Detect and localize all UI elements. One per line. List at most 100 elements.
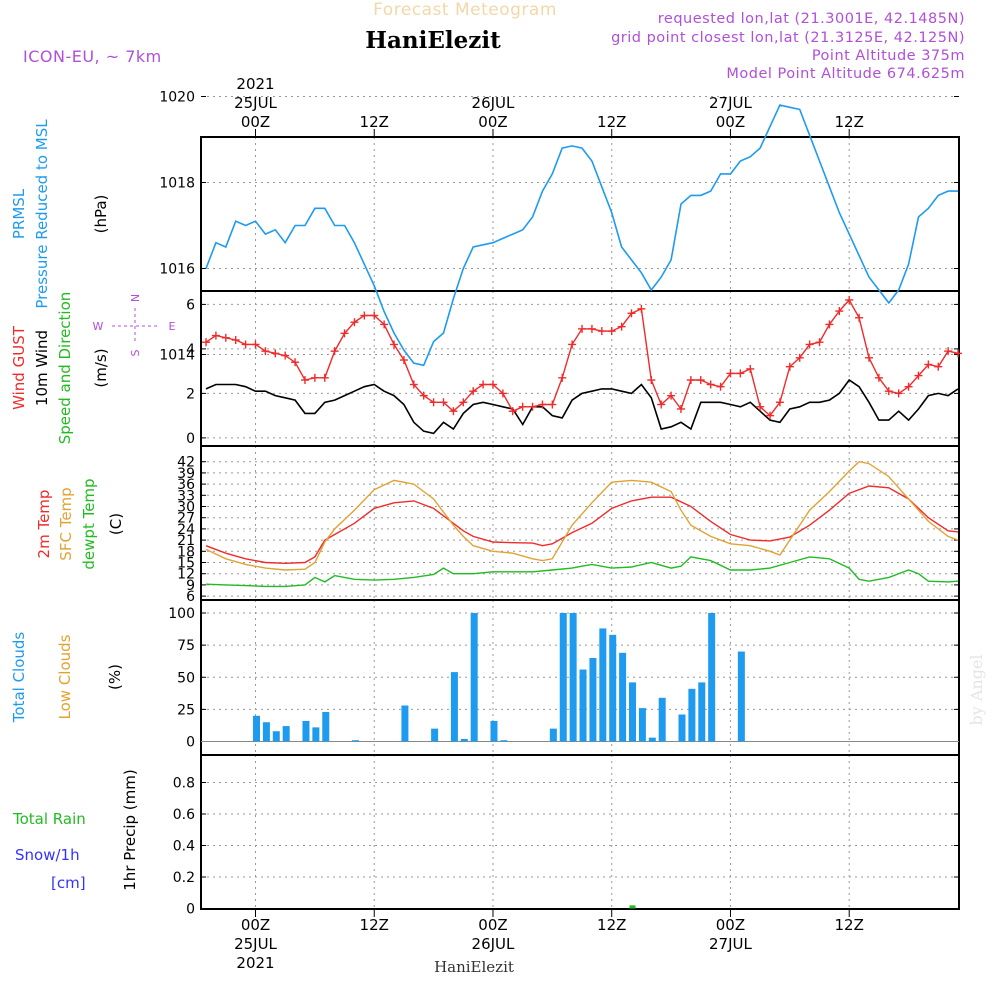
model-label: ICON-EU, ~ 7km bbox=[23, 47, 162, 66]
cloud-bar bbox=[559, 613, 567, 742]
wind-gust-marker bbox=[231, 336, 240, 344]
cloud-bar bbox=[708, 613, 716, 742]
precip-label-rain: Total Rain bbox=[12, 810, 86, 828]
panel-frame bbox=[200, 290, 960, 447]
y-tick-label: 12 bbox=[177, 567, 195, 583]
panel-label-wind: Speed and Direction bbox=[56, 292, 74, 445]
cloud-bar bbox=[638, 708, 646, 742]
panel-label-wind: 10m Wind bbox=[33, 330, 51, 406]
wind-gust-marker bbox=[370, 311, 379, 320]
wind-gust-marker bbox=[934, 362, 943, 371]
time-label-bottom: 2021 bbox=[236, 954, 274, 972]
wind-gust-marker bbox=[419, 391, 428, 400]
wind-gust-marker bbox=[399, 356, 408, 365]
cloud-bar bbox=[500, 740, 508, 742]
wind-gust-marker bbox=[587, 324, 596, 333]
cloud-bar bbox=[688, 688, 696, 742]
precip-axis-label: 1hr Precip (mm) bbox=[121, 769, 139, 890]
compass-south: S bbox=[129, 349, 142, 356]
wind-gust-marker bbox=[459, 398, 468, 407]
time-label-bottom: 12Z bbox=[597, 916, 626, 934]
temp-series-line bbox=[205, 460, 959, 571]
wind-gust-marker bbox=[261, 347, 270, 356]
y-tick-label: 0.6 bbox=[173, 807, 195, 823]
panel-label-temp: dewpt Temp bbox=[80, 478, 98, 569]
wind-gust-marker bbox=[330, 347, 339, 356]
y-tick-label: 6 bbox=[186, 589, 195, 605]
wind-gust-marker bbox=[627, 309, 636, 318]
model-altitude: Model Point Altitude 674.625m bbox=[726, 66, 965, 82]
time-label-bottom: 00Z bbox=[478, 916, 507, 934]
cloud-bar bbox=[619, 652, 627, 742]
wind-gust-line bbox=[205, 298, 959, 417]
y-tick-label: 0 bbox=[186, 735, 195, 751]
wind-gust-marker bbox=[944, 347, 953, 356]
panel-label-clouds: Total Clouds bbox=[10, 632, 28, 724]
y-tick-label: 0.4 bbox=[173, 839, 195, 855]
wind-gust-marker bbox=[647, 376, 656, 385]
wind-gust-marker bbox=[894, 389, 903, 398]
wind-gust-marker bbox=[469, 387, 478, 396]
wind-gust-marker bbox=[766, 411, 775, 420]
wind-gust-marker bbox=[578, 324, 587, 333]
y-tick-label: 1018 bbox=[159, 176, 195, 192]
chart-title: Forecast Meteogram bbox=[373, 0, 557, 20]
wind-gust-marker bbox=[528, 402, 537, 411]
wind-gust-marker bbox=[756, 402, 765, 411]
cloud-bar bbox=[460, 738, 468, 742]
time-label-bottom: 12Z bbox=[835, 916, 864, 934]
compass-west: W bbox=[93, 320, 104, 333]
cloud-bar bbox=[312, 727, 320, 742]
cloud-bar bbox=[351, 740, 359, 742]
y-tick-label: 33 bbox=[177, 488, 195, 504]
wind-gust-marker bbox=[726, 369, 735, 378]
footer-location: HaniElezit bbox=[434, 958, 514, 976]
wind-gust-marker bbox=[340, 329, 349, 338]
cloud-bar bbox=[678, 714, 686, 742]
wind-gust-marker bbox=[449, 407, 458, 416]
y-tick-label: 15 bbox=[177, 556, 195, 572]
panel-label-pressure: (hPa) bbox=[92, 195, 110, 234]
cloud-bar bbox=[629, 682, 637, 742]
cloud-bar bbox=[589, 657, 597, 742]
time-label-top: 2021 bbox=[236, 75, 274, 93]
wind-gust-marker bbox=[320, 373, 329, 382]
wind-gust-marker bbox=[706, 380, 715, 389]
pressure-series-line bbox=[205, 104, 958, 367]
wind-gust-marker bbox=[785, 362, 794, 371]
wind-gust-marker bbox=[221, 333, 230, 342]
wind-gust-marker bbox=[350, 318, 359, 327]
wind-gust-marker bbox=[568, 340, 577, 349]
cloud-bar bbox=[302, 720, 310, 742]
cloud-bar bbox=[401, 705, 409, 742]
wind-gust-marker bbox=[291, 358, 300, 367]
wind-gust-marker bbox=[429, 398, 438, 407]
wind-gust-marker bbox=[954, 349, 963, 358]
wind-gust-marker bbox=[439, 398, 448, 407]
wind-gust-marker bbox=[310, 373, 319, 382]
wind-gust-marker bbox=[488, 380, 497, 389]
grid-point-coords: grid point closest lon,lat (21.3125E, 42… bbox=[611, 30, 965, 46]
panels: 1014101610181020024669121518212427303336… bbox=[159, 90, 963, 918]
temp-series-line bbox=[205, 485, 959, 565]
wind-gust-marker bbox=[815, 338, 824, 347]
panel-labels: PRMSL Pressure Reduced to MSL (hPa) Wind GU… bbox=[10, 119, 176, 892]
wind-gust-marker bbox=[558, 373, 567, 382]
wind-gust-marker bbox=[696, 376, 705, 385]
wind-gust-marker bbox=[251, 340, 260, 349]
time-label-bottom: 00Z bbox=[241, 916, 270, 934]
y-tick-label: 18 bbox=[177, 544, 195, 560]
cloud-bar bbox=[698, 682, 706, 742]
panel-frame bbox=[200, 136, 960, 292]
wind-gust-marker bbox=[518, 402, 527, 411]
panel-precipitation: 0 0.2 0.4 0.6 0.8 bbox=[173, 754, 960, 918]
panel-label-wind: (m/s) bbox=[92, 348, 110, 387]
y-tick-label: 39 bbox=[177, 466, 195, 482]
wind-gust-marker bbox=[855, 313, 864, 322]
wind-gust-marker bbox=[775, 398, 784, 407]
cloud-bar bbox=[322, 711, 330, 742]
y-tick-label: 24 bbox=[177, 522, 195, 538]
